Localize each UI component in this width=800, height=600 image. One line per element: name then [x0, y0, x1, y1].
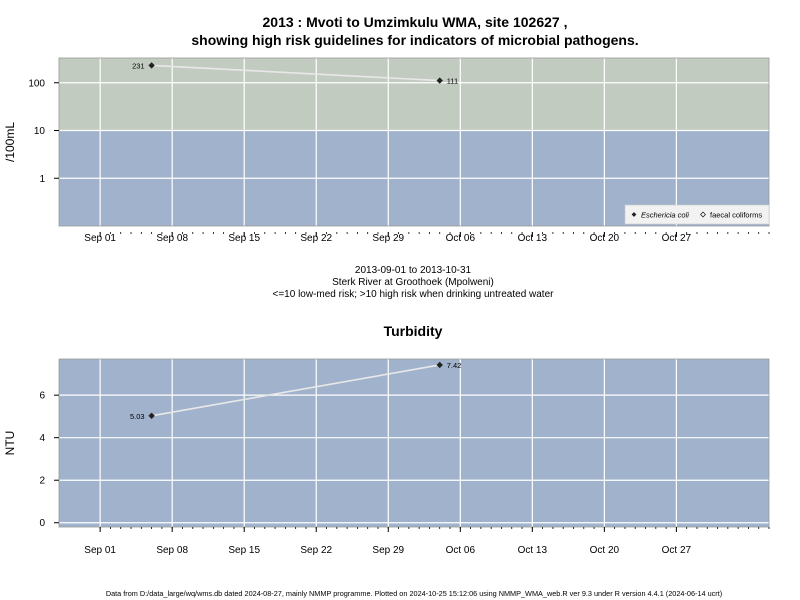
microbial-panel: Sep 01 Sep 08 Sep 15 Sep 22 Sep 29 Oct 06 Oct …: [3, 57, 770, 244]
plot-background: [59, 359, 769, 527]
data-label: 7.42: [447, 361, 462, 370]
series-line: [151, 364, 440, 417]
legend-label-ecoli: Eschericia coli: [641, 211, 689, 220]
x-tick-label: Sep 29: [372, 233, 404, 244]
data-point: [436, 361, 443, 369]
x-tick-label: Sep 08: [156, 233, 188, 244]
x-tick-label: Oct 06: [446, 233, 476, 244]
y-tick-label: 100: [28, 78, 45, 89]
x-tick-label: Oct 06: [446, 545, 476, 556]
y-axis-label: NTU: [3, 431, 17, 456]
legend-marker-faecal: [700, 211, 706, 218]
data-label: 5.03: [130, 412, 145, 421]
plot-frame: [58, 358, 770, 528]
y-tick-label: 1: [39, 174, 45, 185]
data-point: [436, 77, 443, 84]
footer-note: Data from D:/data_large/wq/wms.db dated …: [106, 589, 722, 598]
y-tick-label: 10: [34, 126, 46, 137]
legend-box: [624, 204, 770, 225]
x-tick-label: Sep 15: [228, 233, 260, 244]
x-tick-label: Oct 20: [590, 233, 620, 244]
x-tick-label: Sep 01: [84, 233, 116, 244]
x-tick-label: Oct 13: [518, 545, 548, 556]
y-tick-label: 0: [39, 518, 45, 529]
x-tick-label: Sep 08: [156, 545, 188, 556]
x-tick-label: Oct 13: [518, 233, 548, 244]
x-tick-label: Oct 20: [590, 545, 620, 556]
x-tick-label: Sep 22: [300, 233, 332, 244]
legend-marker-ecoli: [631, 212, 637, 217]
legend-label-faecal: faecal coliforms: [710, 211, 762, 220]
y-tick-label: 2: [39, 476, 45, 487]
chart-title-line-1: 2013 : Mvoti to Umzimkulu WMA, site 1026…: [263, 14, 568, 30]
plot-frame: [58, 57, 770, 227]
risk-note-label: <=10 low-med risk; >10 high risk when dr…: [273, 289, 555, 300]
data-point: [148, 412, 155, 419]
y-tick-label: 6: [39, 391, 45, 402]
data-label: 111: [447, 77, 458, 86]
x-tick-label: Sep 01: [84, 545, 116, 556]
x-tick-label: Sep 15: [228, 545, 260, 556]
high-risk-band: [59, 58, 769, 131]
chart-title-line-2: showing high risk guidelines for indicat…: [191, 32, 638, 48]
x-tick-label: Sep 22: [300, 545, 332, 556]
site-name-label: Sterk River at Groothoek (Mpolweni): [332, 277, 494, 288]
date-range-label: 2013-09-01 to 2013-10-31: [355, 265, 472, 276]
turbidity-panel: Sep 01 Sep 08 Sep 15 Sep 22 Sep 29 Oct 06 Oct …: [3, 358, 770, 556]
x-tick-label: Sep 29: [372, 545, 404, 556]
series-line: [151, 64, 440, 82]
data-label: 231: [132, 61, 145, 70]
y-tick-label: 4: [39, 433, 45, 444]
y-axis-label: /100mL: [3, 122, 17, 162]
turbidity-title: Turbidity: [384, 323, 443, 339]
x-tick-label: Oct 27: [662, 233, 692, 244]
data-point: [148, 62, 155, 69]
x-tick-label: Oct 27: [662, 545, 692, 556]
